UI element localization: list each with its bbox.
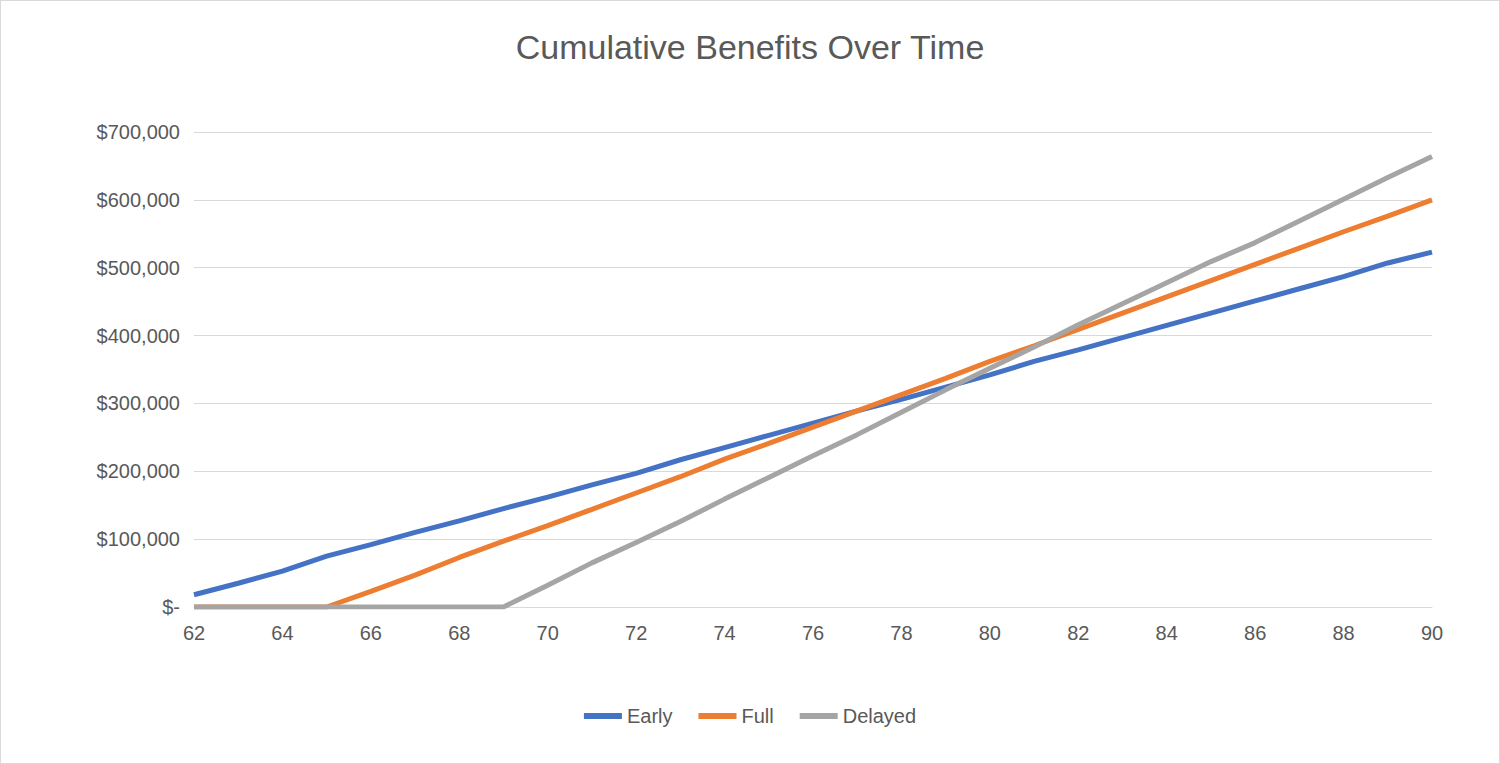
svg-text:66: 66 [360, 622, 382, 644]
svg-text:80: 80 [979, 622, 1001, 644]
svg-text:$100,000: $100,000 [97, 528, 180, 550]
svg-text:$-: $- [162, 596, 180, 618]
svg-text:Early: Early [627, 705, 673, 727]
svg-text:84: 84 [1156, 622, 1178, 644]
svg-text:90: 90 [1421, 622, 1443, 644]
svg-text:88: 88 [1332, 622, 1354, 644]
svg-text:$700,000: $700,000 [97, 121, 180, 143]
svg-text:Delayed: Delayed [843, 705, 916, 727]
svg-text:68: 68 [448, 622, 470, 644]
svg-text:62: 62 [183, 622, 205, 644]
svg-text:78: 78 [890, 622, 912, 644]
svg-text:$600,000: $600,000 [97, 189, 180, 211]
svg-text:70: 70 [537, 622, 559, 644]
svg-text:72: 72 [625, 622, 647, 644]
svg-text:$200,000: $200,000 [97, 460, 180, 482]
svg-text:Cumulative Benefits Over Time: Cumulative Benefits Over Time [516, 28, 985, 66]
svg-text:82: 82 [1067, 622, 1089, 644]
svg-text:76: 76 [802, 622, 824, 644]
svg-text:86: 86 [1244, 622, 1266, 644]
svg-text:$300,000: $300,000 [97, 392, 180, 414]
svg-text:74: 74 [713, 622, 735, 644]
svg-text:64: 64 [271, 622, 293, 644]
svg-text:Full: Full [741, 705, 773, 727]
svg-text:$500,000: $500,000 [97, 257, 180, 279]
svg-text:$400,000: $400,000 [97, 325, 180, 347]
